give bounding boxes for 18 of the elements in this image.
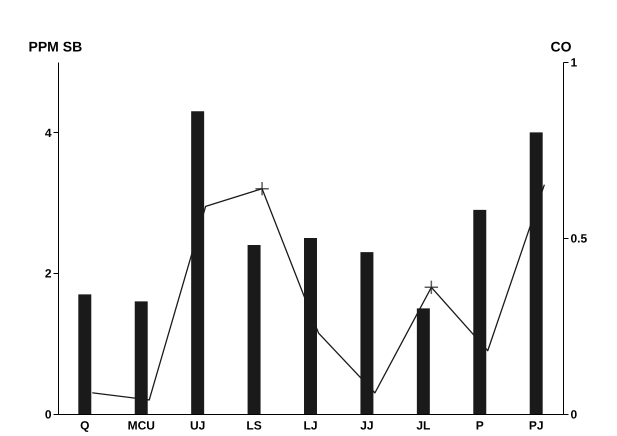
y2-tick-label: 0.5 — [570, 232, 588, 246]
x-tick-label: PJ — [528, 418, 544, 432]
y-tick-label: 2 — [44, 266, 52, 281]
x-tick-label: MCU — [128, 418, 155, 432]
x-tick-label: JL — [416, 418, 430, 432]
y2-axis-title: CO — [550, 38, 572, 54]
x-tick-label: Q — [80, 418, 90, 432]
x-tick-label: UJ — [190, 418, 206, 432]
x-tick-label: P — [476, 418, 484, 432]
y-axis-title: PPM SB — [28, 38, 82, 54]
y-tick-label: 4 — [44, 126, 52, 140]
y-tick-label: 0 — [44, 408, 52, 422]
y2-tick-label: 0 — [570, 408, 578, 422]
x-tick-label: LS — [246, 418, 262, 432]
bar — [248, 245, 261, 414]
x-tick-label: LJ — [303, 418, 318, 432]
y2-tick-label: 1 — [570, 56, 578, 70]
x-tick-label: JJ — [360, 418, 374, 432]
